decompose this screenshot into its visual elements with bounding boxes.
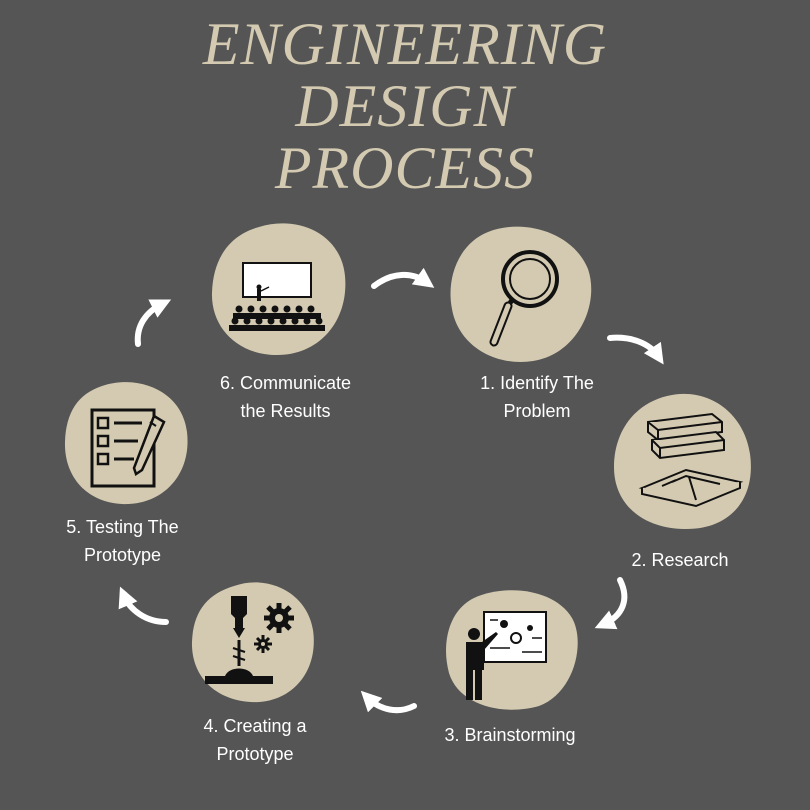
step-5-label-line-2: Prototype — [83, 545, 162, 565]
arrow-3-to-4 — [360, 690, 417, 714]
arrow-5-to-6 — [134, 299, 172, 347]
step-2-label: 2. Research — [620, 546, 740, 574]
manufacturing-gear-icon — [205, 596, 294, 684]
step-3-label: 3. Brainstorming — [430, 721, 590, 749]
step-2-blob — [614, 393, 751, 530]
step-6-label-line-1: 6. Communicate — [219, 373, 352, 393]
step-5-blob — [64, 382, 188, 505]
presenter-whiteboard-icon — [466, 611, 547, 700]
step-6-blob — [211, 223, 346, 355]
arrow-1-to-2 — [607, 334, 664, 365]
step-1-label-line-2: Problem — [503, 401, 571, 421]
step-6-label-line-2: the Results — [240, 401, 331, 421]
title-line-2: DESIGN — [295, 73, 515, 139]
step-5-label: 5. Testing The Prototype — [40, 513, 205, 569]
step-1-label-line-1: 1. Identify The — [480, 373, 594, 393]
title-line-1: ENGINEERING — [202, 11, 608, 77]
arrow-4-to-5 — [118, 586, 169, 625]
step-3-label-line-1: 3. Brainstorming — [444, 725, 576, 745]
step-5-label-line-1: 5. Testing The — [66, 517, 179, 537]
checklist-pen-icon — [90, 408, 166, 488]
step-4-label-line-1: 4. Creating a — [203, 716, 307, 736]
arrow-6-to-1 — [371, 267, 435, 289]
step-6-label: 6. Communicate the Results — [198, 369, 373, 425]
magnifying-glass-icon — [489, 250, 559, 347]
step-1-label: 1. Identify The Problem — [447, 369, 627, 425]
step-4-blob — [191, 582, 314, 703]
arrow-2-to-3 — [594, 577, 628, 630]
audience-presentation-icon — [229, 262, 325, 331]
step-2-label-line-1: 2. Research — [631, 550, 729, 570]
step-3-blob — [446, 590, 578, 710]
step-4-label-line-2: Prototype — [216, 744, 294, 764]
books-icon — [638, 412, 744, 508]
step-4-label: 4. Creating a Prototype — [175, 712, 335, 768]
title-line-3: PROCESS — [274, 135, 536, 201]
step-1-blob — [450, 226, 592, 362]
